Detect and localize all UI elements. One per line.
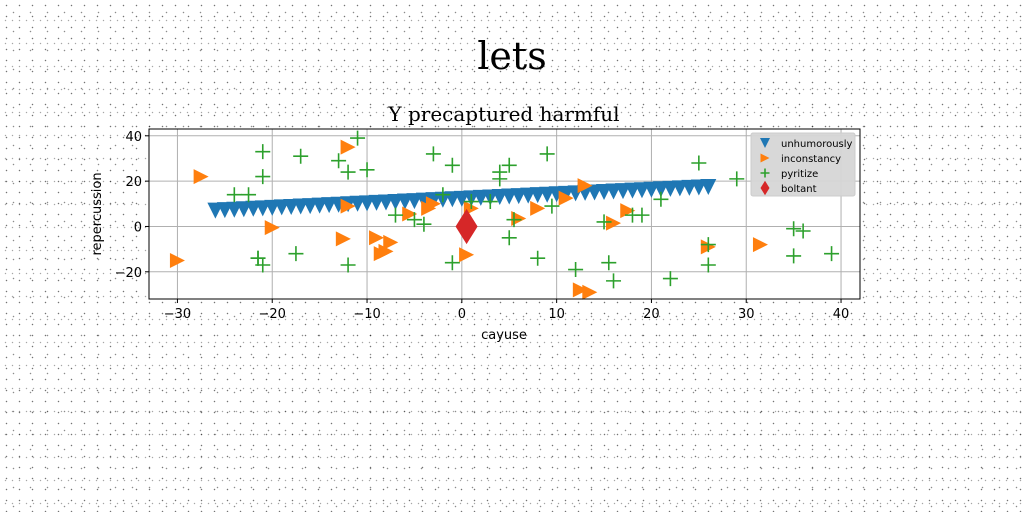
legend-label-unhumorously: unhumorously [781,139,853,150]
x-tick-label: 20 [643,307,660,322]
legend-label-boltant: boltant [781,184,817,195]
y-axis-label: repercussion [90,172,105,255]
x-tick-label: −20 [259,307,286,322]
y-tick-label: 0 [134,220,142,235]
x-tick-label: 10 [548,307,565,322]
chart-title: Y precaptured harmful [387,102,619,126]
x-tick-label: 0 [458,307,466,322]
legend-label-pyritize: pyritize [781,169,818,180]
x-tick-label: 40 [833,307,850,322]
y-tick-label: 20 [125,175,142,190]
x-tick-label: −10 [353,307,380,322]
x-tick-label: 30 [738,307,755,322]
legend: unhumorously inconstancy pyritize boltant [751,133,855,196]
x-axis-label: cayuse [481,328,527,343]
y-tick-label: 40 [125,130,142,145]
legend-label-inconstancy: inconstancy [781,154,841,165]
x-tick-label: −30 [164,307,191,322]
y-tick-label: −20 [115,266,142,281]
